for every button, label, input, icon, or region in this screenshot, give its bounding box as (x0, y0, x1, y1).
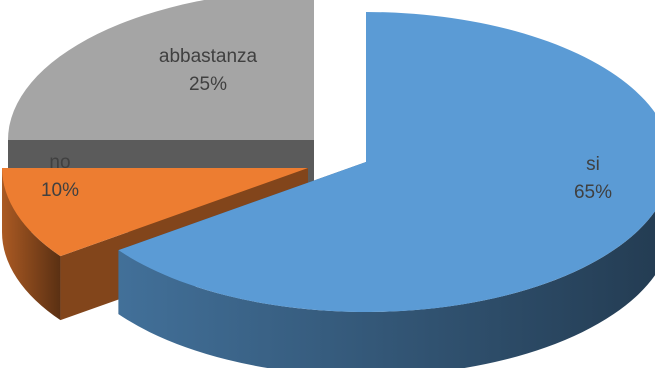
slice-outer-wall-no (2, 168, 61, 321)
data-label-category-no: no (49, 152, 70, 173)
data-label-category-abbastanza: abbastanza (159, 46, 258, 67)
data-label-value-si: 65% (574, 182, 612, 203)
data-label-category-si: si (586, 154, 600, 175)
slice-abbastanza (8, 0, 314, 140)
data-labels: si 65% no 10% abbastanza 25% (41, 46, 612, 203)
data-label-value-abbastanza: 25% (189, 74, 227, 95)
slice-no (2, 168, 308, 257)
slice-si (118, 12, 655, 312)
data-label-value-no: 10% (41, 180, 79, 201)
slice-outer-wall-si (118, 211, 655, 368)
slice-tops (2, 0, 655, 312)
